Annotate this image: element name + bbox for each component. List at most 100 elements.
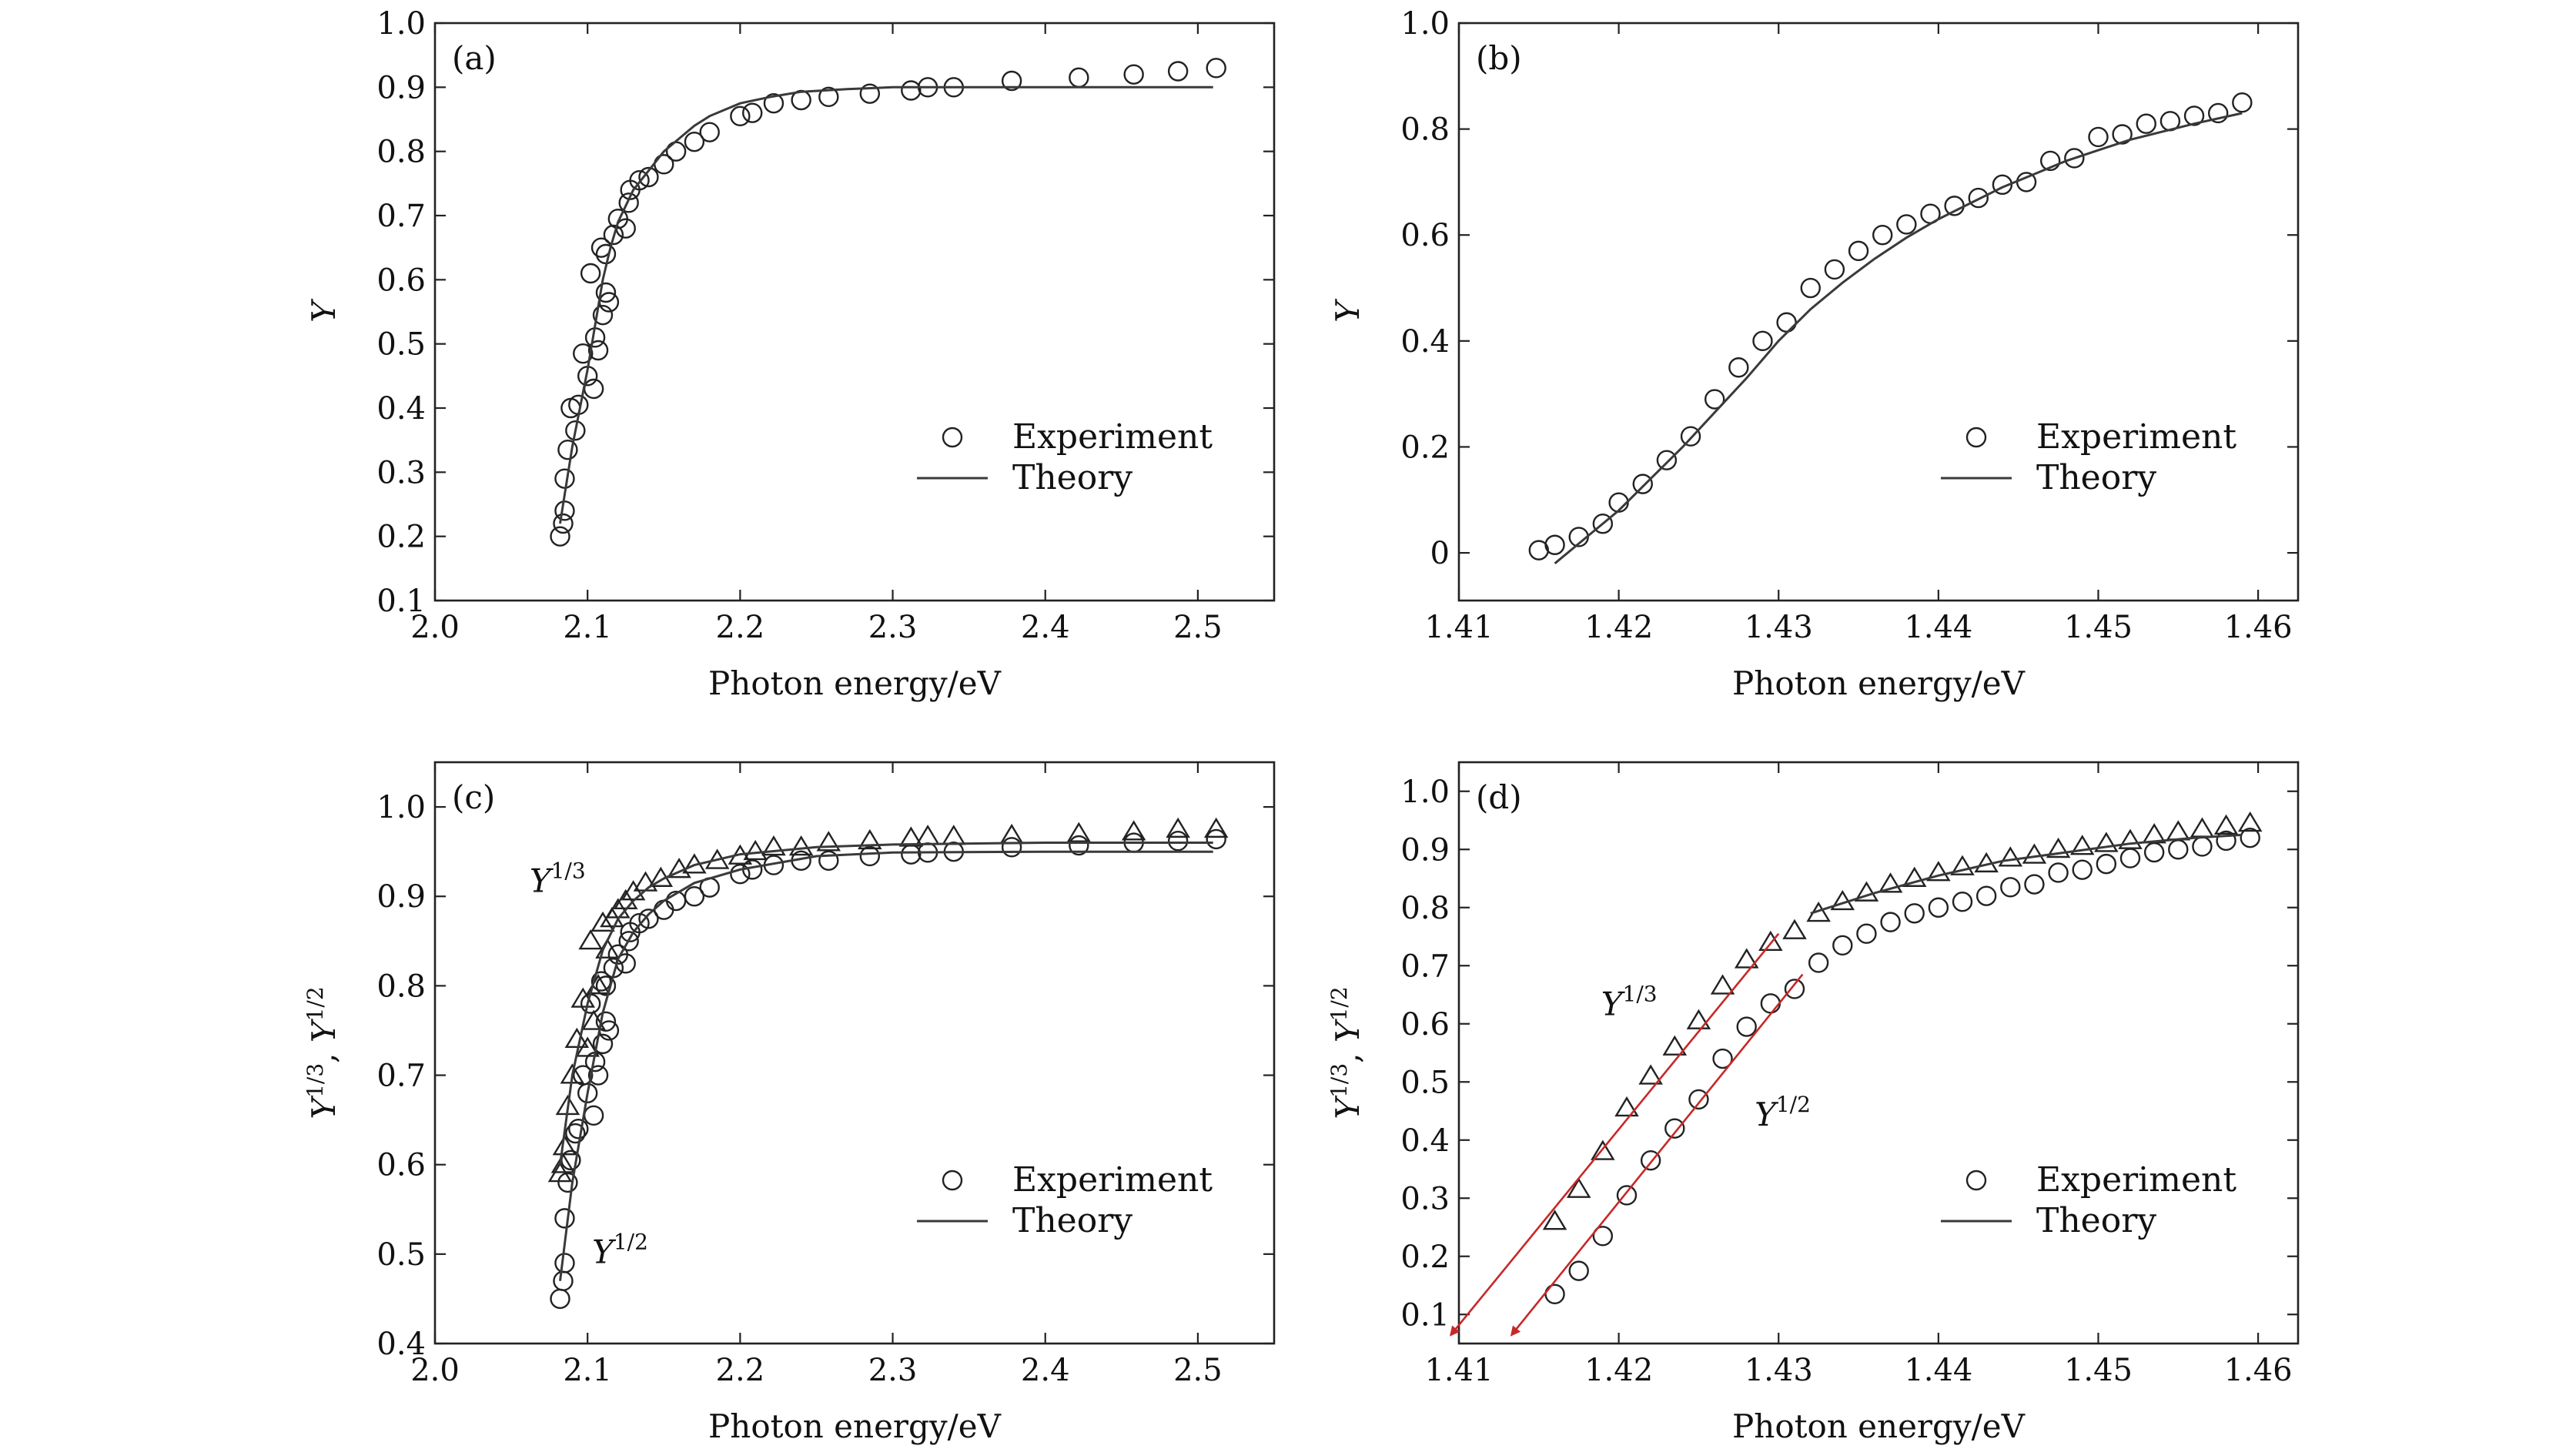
data-point-circle <box>2096 853 2117 875</box>
data-point-circle <box>2000 877 2021 898</box>
x-tick-label: 2.2 <box>716 610 765 645</box>
y-tick-label: 0.9 <box>376 70 426 105</box>
data-point-circle <box>618 192 639 213</box>
data-point-circle <box>1640 1149 1661 1171</box>
data-point-circle <box>592 304 614 326</box>
data-point-circle <box>577 1083 598 1103</box>
y-tick-label: 0.8 <box>1400 112 1450 148</box>
data-point-triangle <box>590 911 615 932</box>
data-point-circle <box>1001 70 1022 92</box>
data-point-circle <box>1664 1118 1685 1139</box>
annotation-sup: 1/3 <box>1623 981 1658 1006</box>
x-tick-label: 2.5 <box>1173 1353 1223 1388</box>
y-tick-label: 1.0 <box>1400 775 1450 810</box>
data-point-circle <box>763 92 785 114</box>
y-axis-label-base: Y <box>1329 1018 1367 1042</box>
data-point-circle <box>1880 912 1901 932</box>
data-point-circle <box>557 439 578 460</box>
data-point-circle <box>2112 124 2133 145</box>
panel-d: 1.41 1.42 1.43 1.44 1.45 1.46 0.1 0.2 0.3 0.4 0.5 0… <box>1326 761 2300 1445</box>
data-point-triangle <box>1121 820 1146 841</box>
data-point-circle <box>859 845 881 867</box>
y-tick-label: 0.8 <box>1400 891 1450 926</box>
y-tick-label: 1.0 <box>376 790 426 825</box>
data-point-circle <box>1800 277 1821 299</box>
data-point-circle <box>603 224 624 246</box>
data-point-circle <box>818 850 839 871</box>
data-point-circle <box>2232 92 2253 113</box>
x-tick-label: 2.0 <box>410 1353 460 1388</box>
data-point-circle <box>901 844 922 865</box>
panel-label: (b) <box>1476 39 1522 77</box>
x-tick-label: 1.46 <box>2224 610 2293 645</box>
panel-c: 2.0 2.1 2.2 2.3 2.4 2.5 0.4 0.5 0.6 0.7 0.8 0.9 1.0 P… <box>303 761 1276 1445</box>
data-point-circle <box>1167 61 1189 82</box>
annotation-sup: 1/3 <box>551 858 586 883</box>
data-point-circle <box>554 468 575 489</box>
data-point-circle <box>1592 514 1614 534</box>
y-tick-label: 0.7 <box>376 199 426 234</box>
data-point-circle <box>1680 426 1701 447</box>
panel-a: 2.0 2.1 2.2 2.3 2.4 2.5 0.1 0.2 0.3 0.4 0.5 0.6 0.7 0… <box>305 6 1276 702</box>
annotation-sup: 1/2 <box>1776 1092 1811 1117</box>
data-point-triangle <box>1614 1096 1639 1117</box>
data-point-circle <box>595 282 617 303</box>
y-axis-label-base: Y <box>305 1018 343 1042</box>
data-point-circle <box>629 912 650 934</box>
y-tick-label: 0.2 <box>376 520 426 555</box>
y-tick-label: 0.4 <box>1400 1123 1450 1159</box>
data-point-triangle <box>743 839 768 861</box>
series-1 <box>559 85 1213 524</box>
data-point-triangle <box>2237 811 2263 832</box>
data-point-circle <box>1167 831 1189 852</box>
data-point-triangle <box>564 1027 590 1049</box>
x-tick-label: 2.1 <box>563 1353 612 1388</box>
curve-annotation: Y1/3 <box>530 858 586 899</box>
plot-frame <box>433 761 1276 1345</box>
y-tick-label: 0.3 <box>1400 1181 1450 1216</box>
curve-annotation: Y1/2 <box>592 1229 648 1270</box>
data-point-circle <box>654 899 674 920</box>
theory-curve <box>559 842 1213 1165</box>
data-point-circle <box>587 1065 609 1086</box>
data-point-circle <box>1568 1260 1589 1281</box>
data-point-triangle <box>1166 817 1190 838</box>
data-point-triangle <box>858 828 882 850</box>
data-point-circle <box>568 1119 589 1139</box>
data-point-circle <box>2072 859 2093 880</box>
data-point-triangle <box>1203 817 1229 838</box>
legend-marker-experiment <box>1965 427 1987 448</box>
series-2 <box>1810 833 2243 915</box>
data-point-circle <box>1704 389 1725 410</box>
data-point-circle <box>2024 874 2045 895</box>
data-point-circle <box>1856 923 1877 944</box>
data-point-circle <box>665 141 687 162</box>
data-point-circle <box>550 1288 570 1310</box>
data-point-triangle <box>1066 822 1092 842</box>
data-point-circle <box>2119 848 2141 868</box>
y-tick-label: 0.5 <box>1400 1065 1450 1100</box>
annotation-base: Y <box>530 862 554 899</box>
x-tick-label: 1.43 <box>1745 1353 1813 1388</box>
data-point-triangle <box>915 825 940 845</box>
x-axis-label: Photon energy/eV <box>708 1407 1002 1445</box>
data-point-triangle <box>1542 1210 1567 1230</box>
annotation-base: Y <box>1755 1096 1779 1133</box>
panel-label: (d) <box>1476 778 1522 816</box>
series-3 <box>559 850 1213 1281</box>
x-tick-label: 1.42 <box>1584 610 1653 645</box>
data-point-circle <box>595 975 617 996</box>
data-point-circle <box>638 166 659 188</box>
y-axis-label-sup: 1/2 <box>303 986 328 1021</box>
data-point-circle <box>730 105 751 127</box>
data-point-circle <box>1752 330 1773 352</box>
y-axis-label-sup: 1/2 <box>1326 986 1352 1021</box>
panel-b: 1.41 1.42 1.43 1.44 1.45 1.46 0 0.2 0.4 0.6 0.8 1.0… <box>1329 6 2300 702</box>
data-point-triangle <box>1710 974 1735 995</box>
data-point-circle <box>550 526 570 547</box>
theory-curve <box>1554 112 2243 564</box>
data-point-circle <box>2048 862 2069 883</box>
y-tick-label: 0.7 <box>1400 949 1450 984</box>
data-point-circle <box>1632 474 1653 494</box>
y-axis-label-sep: , <box>1329 1042 1367 1063</box>
